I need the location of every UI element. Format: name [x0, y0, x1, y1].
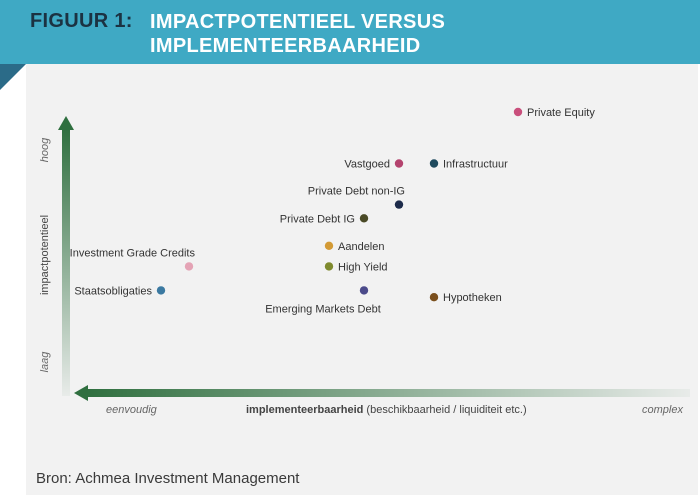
y-axis-bar: [62, 128, 70, 396]
label-staatsobligaties: Staatsobligaties: [74, 285, 152, 297]
y-axis-arrowhead: [58, 116, 74, 130]
point-aandelen: [324, 241, 334, 250]
point-infrastructuur: [429, 159, 439, 168]
point-emerging-markets-debt: [359, 286, 369, 295]
label-vastgoed: Vastgoed: [344, 159, 390, 171]
label-hypotheken: Hypotheken: [443, 292, 502, 304]
label-aandelen: Aandelen: [338, 241, 385, 253]
x-axis-label: implementeerbaarheid (beschikbaarheid / …: [246, 404, 527, 416]
figure-title: IMPACTPOTENTIEEL VERSUS IMPLEMENTEERBAAR…: [150, 10, 670, 58]
label-infrastructuur: Infrastructuur: [443, 159, 508, 171]
label-high-yield: High Yield: [338, 261, 388, 273]
label-private-debt-ig: Private Debt IG: [280, 213, 355, 225]
figure-header: FIGUUR 1: IMPACTPOTENTIEEL VERSUS IMPLEM…: [0, 0, 700, 64]
y-axis-low-label: laag: [39, 351, 51, 373]
point-private-equity: [513, 107, 523, 117]
x-axis-left-label: eenvoudig: [106, 404, 158, 416]
figure-label: FIGUUR 1:: [30, 10, 133, 32]
x-axis-bar: [86, 389, 690, 397]
x-axis-label-bold: implementeerbaarheid: [246, 404, 363, 416]
x-axis-right-label: complex: [642, 404, 683, 416]
data-points: Private Equity Vastgoed Infrastructuur Priv…: [70, 107, 596, 315]
point-private-debt-ig: [359, 214, 369, 223]
point-investment-grade-credits: [184, 262, 194, 271]
y-axis-label: impactpotentieel: [39, 215, 51, 295]
label-private-debt-non-ig: Private Debt non-IG: [308, 186, 405, 198]
point-vastgoed: [394, 159, 404, 168]
source-note: Bron: Achmea Investment Management: [36, 470, 300, 487]
figure-title-line2: IMPLEMENTEERBAARHEID: [150, 35, 421, 57]
header-fold-decoration: [0, 64, 26, 90]
point-hypotheken: [429, 293, 439, 302]
figure-title-line1: IMPACTPOTENTIEEL VERSUS: [150, 11, 446, 33]
y-axis-high-label: hoog: [39, 137, 51, 162]
point-staatsobligaties: [156, 286, 166, 295]
chart-panel: [26, 64, 698, 495]
x-axis-arrowhead: [74, 385, 88, 401]
x-axis-label-rest: (beschikbaarheid / liquiditeit etc.): [363, 404, 526, 416]
label-investment-grade-credits: Investment Grade Credits: [70, 247, 196, 259]
point-high-yield: [324, 262, 334, 271]
label-private-equity: Private Equity: [527, 107, 595, 119]
label-emerging-markets-debt: Emerging Markets Debt: [265, 303, 381, 315]
point-private-debt-non-ig: [394, 200, 404, 209]
